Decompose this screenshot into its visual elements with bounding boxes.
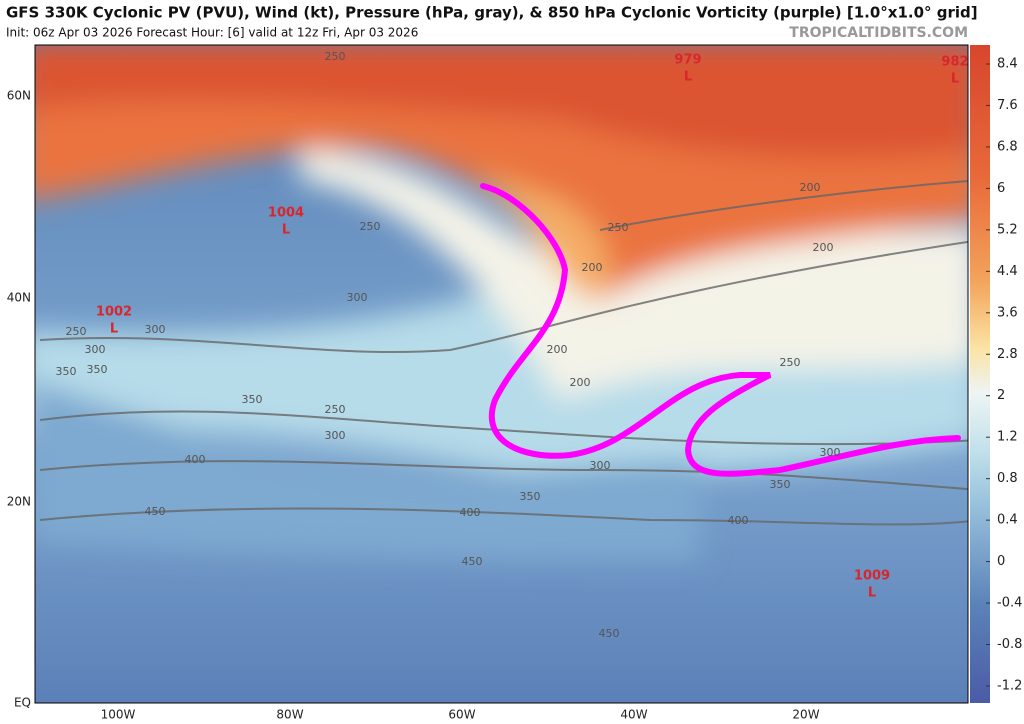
lat-label: 20N [7,495,31,509]
colorbar-label: -0.8 [997,637,1022,652]
colorbar-label: 0 [997,554,1005,569]
lon-label: 60W [448,708,475,722]
colorbar-label: 4.4 [997,264,1018,279]
source: TROPICALTIDBITS.COM [789,25,968,41]
low-pressure: 1002 [96,305,132,320]
map-frame [34,44,969,704]
contour-label: 450 [462,555,483,568]
contour-label: 250 [325,50,346,63]
low-symbol: L [868,586,876,601]
colorbar-label: 6 [997,181,1005,196]
contour-label: 200 [547,343,568,356]
colorbar-label: 1.2 [997,430,1018,445]
contour-label: 200 [800,181,821,194]
contour-label: 350 [242,393,263,406]
contour-label: 350 [56,365,77,378]
colorbar-label: 2 [997,388,1005,403]
low-pressure: 1004 [268,206,304,221]
map-field [35,45,968,703]
lon-label: 80W [276,708,303,722]
contour-label: 350 [520,490,541,503]
contour-label: 350 [87,363,108,376]
low-symbol: L [110,322,118,337]
lon-label: 40W [620,708,647,722]
low-pressure: 1009 [854,569,890,584]
contour-label: 300 [820,446,841,459]
subtitle: Init: 06z Apr 03 2026 Forecast Hour: [6]… [6,26,418,40]
colorbar-label: -0.4 [997,596,1022,611]
contour-label: 300 [85,343,106,356]
colorbar-label: 6.8 [997,139,1018,154]
lat-label: 60N [7,89,31,103]
title: GFS 330K Cyclonic PV (PVU), Wind (kt), P… [6,4,978,22]
colorbar-label: 8.4 [997,57,1018,72]
low-symbol: L [684,70,692,85]
low-pressure: 982 [941,55,968,70]
contour-label: 250 [780,356,801,369]
contour-label: 300 [590,459,611,472]
contour-label: 200 [813,241,834,254]
contour-label: 400 [460,506,481,519]
contour-label: 200 [582,261,603,274]
contour-label: 200 [570,376,591,389]
contour-label: 300 [325,429,346,442]
lat-label: EQ [14,696,31,710]
contour-label: 450 [145,505,166,518]
low-symbol: L [282,223,290,238]
low-pressure: 979 [674,53,701,68]
contour-label: 250 [608,221,629,234]
colorbar-label: 0.4 [997,513,1018,528]
colorbar-label: -1.2 [997,679,1022,694]
contour-label: 400 [185,453,206,466]
colorbar-label: 0.8 [997,471,1018,486]
contour-label: 450 [599,627,620,640]
contour-label: 250 [66,325,87,338]
contour-label: 250 [360,220,381,233]
contour-label: 350 [770,478,791,491]
colorbar-label: 2.8 [997,347,1018,362]
lon-label: 20W [792,708,819,722]
contour-label: 300 [347,291,368,304]
lon-label: 100W [101,708,136,722]
contour-label: 300 [145,323,166,336]
low-symbol: L [951,72,959,87]
contour-label: 400 [728,514,749,527]
colorbar-label: 7.6 [997,98,1018,113]
contour-label: 250 [325,403,346,416]
lat-label: 40N [7,291,31,305]
colorbar-label: 5.2 [997,222,1018,237]
colorbar-label: 3.6 [997,305,1018,320]
colorbar [970,45,990,703]
